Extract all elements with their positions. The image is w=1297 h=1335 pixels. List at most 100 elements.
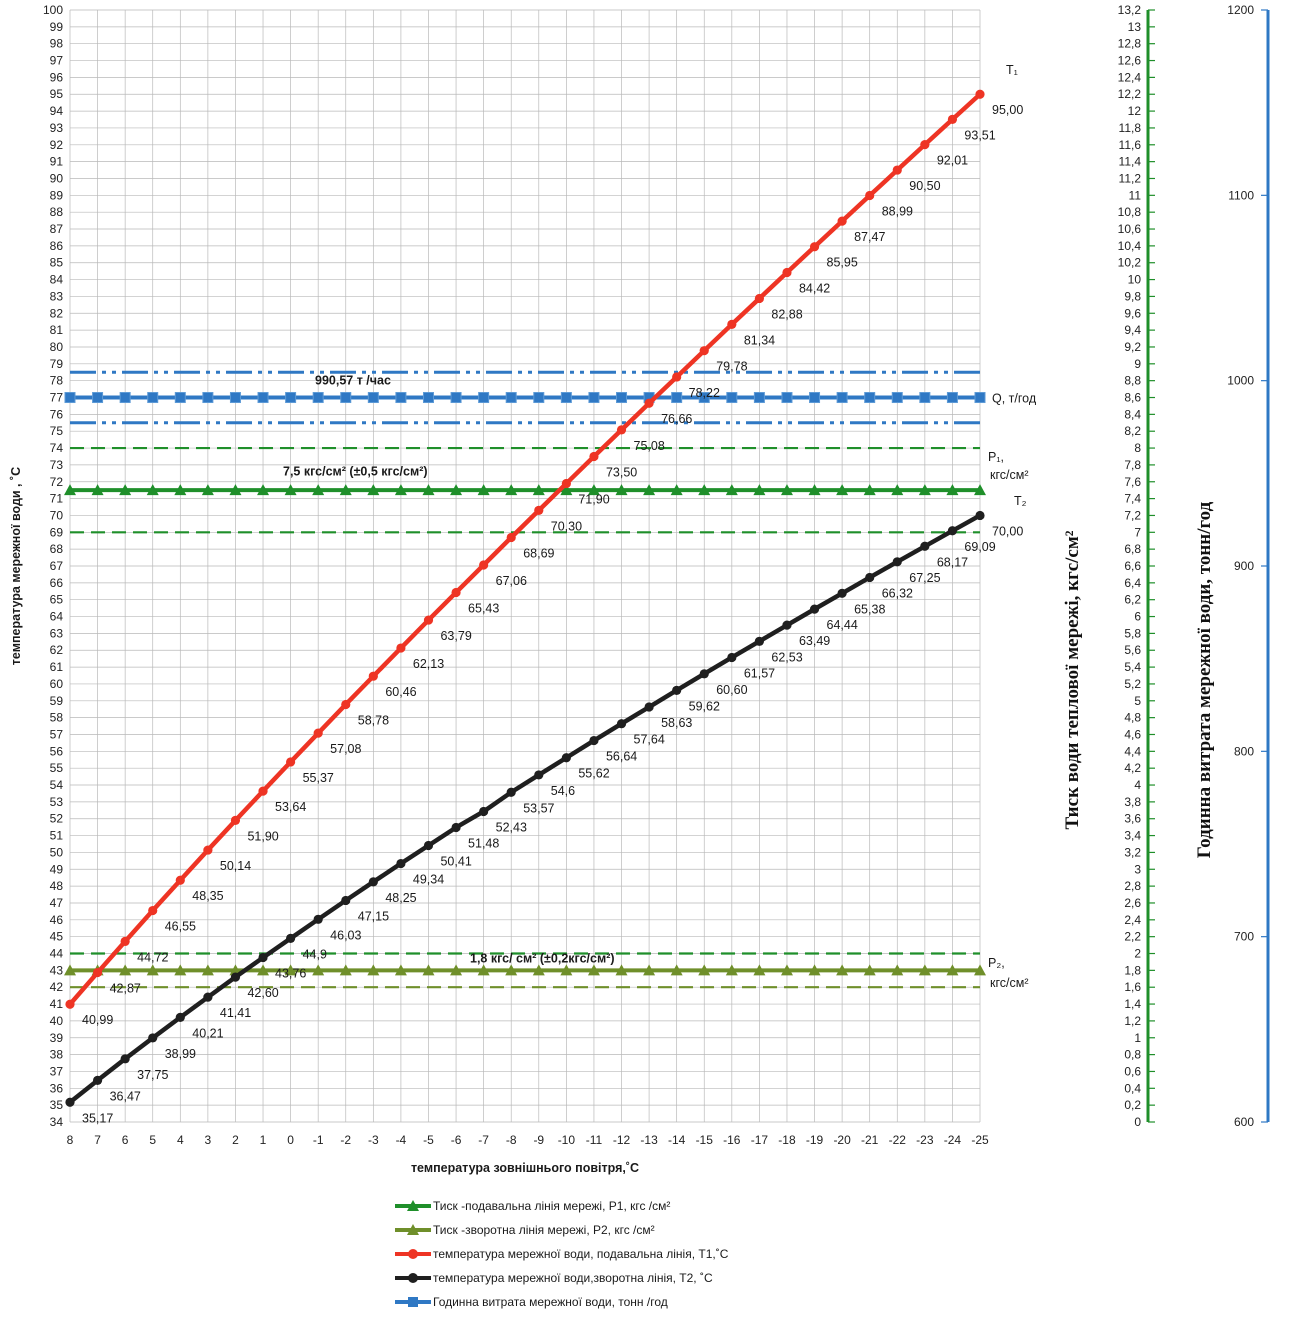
x-tick-label: 3 [205,1133,212,1147]
x-tick-label: -17 [751,1133,769,1147]
y-tick-label: 94 [50,104,64,118]
p1-series-marker [257,484,270,496]
t1-point [120,936,130,946]
pressure-tick-label: 7,4 [1124,492,1141,506]
q-series-marker [340,392,352,404]
t2-point [506,787,516,797]
pressure-tick-label: 0,6 [1124,1064,1141,1078]
p1-series-marker [753,484,766,496]
p1-series [64,484,986,496]
x-tick-label: -3 [368,1133,379,1147]
x-tick-label: -19 [806,1133,824,1147]
t1-point [644,398,654,408]
t2-point [286,933,296,943]
t2-point [561,753,571,763]
flow-tick-label: 700 [1234,930,1254,944]
p2-value-annotation: 1,8 кгс/ см² (±0,2кгс/см²) [470,952,615,966]
t1-point [947,114,958,124]
t2-data-label: 47,15 [358,909,389,923]
q-series-marker [560,392,572,404]
q-end-label: Q, т/год [992,392,1037,406]
pressure-tick-label: 9,8 [1124,289,1141,303]
t2-point [479,806,489,817]
y-tick-label: 58 [50,711,64,725]
pressure-tick-label: 7,8 [1124,458,1141,472]
y-tick-label: 34 [50,1115,64,1129]
legend-label: температура мережної води,зворотна лінія… [433,1271,713,1285]
q-series-marker [147,392,159,404]
t1-data-label: 57,08 [330,742,361,756]
p2-end-label: Р₂, [988,956,1005,970]
t1-point [258,786,268,796]
pressure-tick-label: 2,2 [1124,930,1141,944]
t2-point [65,1097,75,1107]
q-series-marker [753,392,765,404]
t1-data-label: 88,99 [882,205,913,219]
legend-swatch-marker [407,1224,419,1235]
p1-end-label: Р₁, [988,450,1004,464]
t1-point [396,643,406,653]
t2-data-label: 61,57 [744,666,775,680]
t2-point [754,636,764,646]
y-tick-label: 36 [50,1081,64,1095]
t2-data-label: 68,17 [937,555,968,569]
x-tick-label: -13 [640,1133,658,1147]
p2-series-marker [257,964,270,976]
t2-data-label: 35,17 [82,1111,113,1125]
t1-data-label: 84,42 [799,281,830,295]
y-tick-label: 51 [50,829,64,843]
p1-value-annotation: 7,5 кгс/см² (±0,5 кгс/см²) [283,465,428,479]
t1-data-label: 68,69 [523,547,554,561]
t2-point [175,1012,185,1022]
q-series-marker [450,392,462,404]
pressure-tick-label: 7,2 [1124,508,1141,522]
t1-point [616,425,627,435]
y-tick-label: 84 [50,273,64,287]
t1-data-label: 46,55 [165,920,196,934]
pressure-tick-label: 12,6 [1118,54,1142,68]
y-tick-label: 44 [50,947,64,961]
t1-data-label: 55,37 [303,771,334,785]
flow-axis: 600 700 800 900 1000 1100 1200 [1227,3,1270,1129]
t2-data-label: 70,00 [992,524,1023,538]
y-tick-label: 63 [50,626,64,640]
p2-series-marker [918,964,931,976]
p2-series-marker [201,964,214,976]
t1-data-label: 51,90 [247,829,278,843]
t1-point [313,728,323,738]
p2-series [64,964,986,976]
t2-data-label: 67,25 [909,571,940,585]
p2-series-marker [422,964,435,976]
flow-axis-title: Годинна витрата мережної води, тонн/год [1194,501,1215,858]
p2-series-marker [477,964,490,976]
y-tick-label: 53 [50,795,64,809]
t1-point [203,845,213,855]
pressure-tick-label: 11,4 [1119,155,1142,169]
p1-series-marker [450,484,463,496]
t1-point [423,615,434,625]
legend-label: Годинна витрата мережної води, тонн /год [433,1295,668,1309]
pressure-tick-label: 0,2 [1124,1098,1141,1112]
t2-data-label: 60,60 [716,683,747,697]
y-tick-label: 61 [50,660,64,674]
y-tick-label: 65 [50,593,64,607]
t2-point [920,541,930,551]
p2-series-marker [312,964,325,976]
t1-data-label: 81,34 [744,333,775,347]
y-tick-label: 48 [50,879,64,893]
t2-point [120,1054,130,1064]
pressure-tick-label: 8,4 [1124,407,1141,421]
y-tick-label: 92 [50,138,64,152]
p1-series-marker [505,484,518,496]
t2-point [534,770,544,780]
x-tick-label: -7 [478,1133,489,1147]
t1-data-label: 63,79 [440,629,471,643]
y-tick-label: 47 [50,896,64,910]
t1-point [65,999,75,1009]
legend-swatch-marker [408,1249,418,1259]
x-tick-label: 7 [94,1133,101,1147]
p2-series-marker [863,964,876,976]
pressure-tick-label: 3,6 [1124,812,1141,826]
y-tick-label: 45 [50,930,64,944]
t1-point [975,89,985,99]
